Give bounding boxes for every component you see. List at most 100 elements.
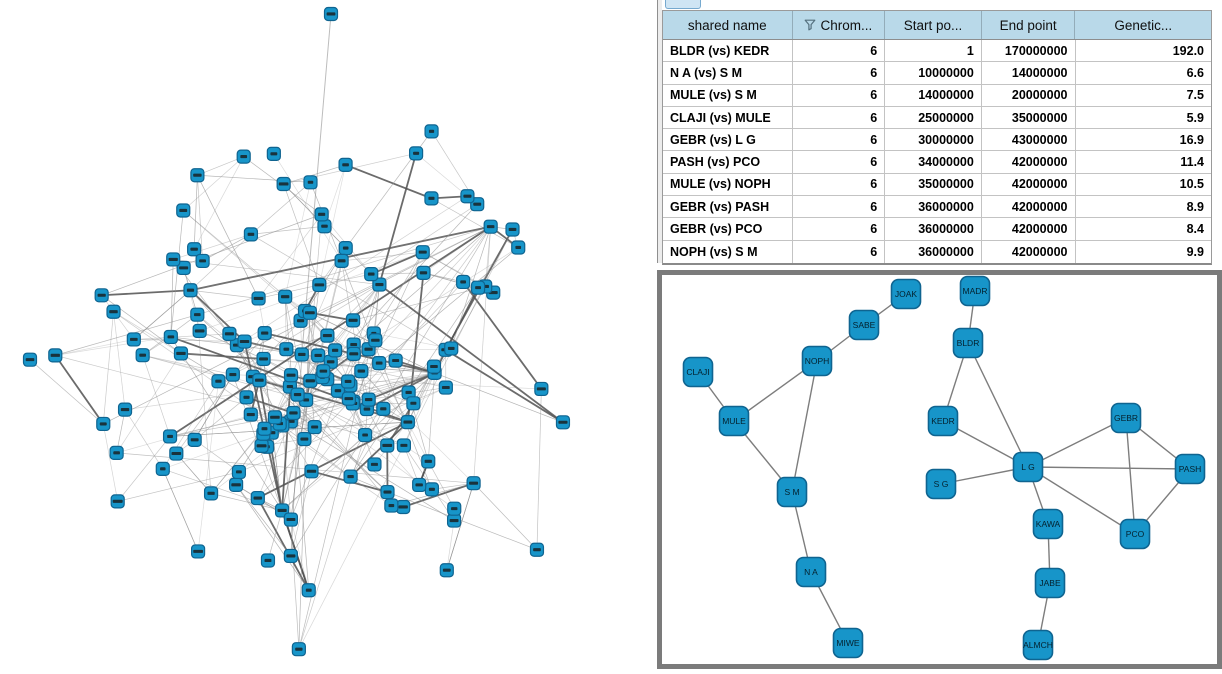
table-cell[interactable]: 16.9 <box>1076 129 1212 150</box>
main-network-canvas[interactable] <box>0 0 657 669</box>
network-node[interactable] <box>362 393 375 406</box>
network-node[interactable] <box>284 549 297 562</box>
network-node[interactable] <box>342 375 355 388</box>
table-cell[interactable]: 36000000 <box>885 218 982 239</box>
network-node[interactable] <box>167 253 180 266</box>
network-node[interactable]: MIWE <box>834 629 863 658</box>
network-edge[interactable] <box>251 226 325 234</box>
table-cell[interactable]: 10000000 <box>885 62 982 83</box>
table-cell[interactable]: GEBR (vs) PCO <box>663 218 793 239</box>
table-cell[interactable]: 7.5 <box>1076 85 1212 106</box>
network-edge[interactable] <box>286 349 335 350</box>
network-edge[interactable] <box>463 282 541 389</box>
table-cell[interactable]: NOPH (vs) S M <box>663 241 793 263</box>
network-node[interactable] <box>193 324 206 337</box>
column-header-end-point[interactable]: End point <box>982 11 1076 39</box>
network-node[interactable] <box>191 308 204 321</box>
network-node[interactable] <box>156 462 169 475</box>
network-node[interactable] <box>292 643 305 656</box>
network-edge[interactable] <box>118 472 239 501</box>
network-node[interactable] <box>413 478 426 491</box>
network-node[interactable] <box>445 342 458 355</box>
table-cell[interactable]: BLDR (vs) KEDR <box>663 40 793 61</box>
network-node[interactable] <box>329 344 342 357</box>
table-cell[interactable]: 6 <box>793 62 886 83</box>
hairball-network[interactable] <box>0 0 657 669</box>
network-node[interactable] <box>24 353 37 366</box>
network-node[interactable]: PCO <box>1121 520 1150 549</box>
network-node[interactable] <box>304 374 317 387</box>
network-edge[interactable] <box>259 214 322 298</box>
network-node[interactable] <box>427 360 440 373</box>
table-cell[interactable]: 6 <box>793 40 886 61</box>
network-node[interactable]: L G <box>1014 453 1043 482</box>
network-edge[interactable] <box>299 313 310 649</box>
network-node[interactable] <box>191 169 204 182</box>
network-node[interactable] <box>339 158 352 171</box>
table-cell[interactable]: 6 <box>793 85 886 106</box>
network-node[interactable] <box>377 402 390 415</box>
network-node[interactable] <box>397 501 410 514</box>
network-node[interactable] <box>389 354 402 367</box>
network-edge[interactable] <box>103 424 117 501</box>
table-cell[interactable]: 6 <box>793 151 886 172</box>
network-node[interactable] <box>368 458 381 471</box>
network-node[interactable] <box>416 246 429 259</box>
table-cell[interactable]: CLAJI (vs) MULE <box>663 107 793 128</box>
network-node[interactable] <box>119 403 132 416</box>
network-node[interactable] <box>252 292 265 305</box>
network-node[interactable] <box>448 514 461 527</box>
network-node[interactable] <box>530 543 543 556</box>
network-edge[interactable] <box>792 361 817 492</box>
network-edge[interactable] <box>190 290 258 298</box>
network-node[interactable] <box>302 584 315 597</box>
table-cell[interactable]: 11.4 <box>1076 151 1212 172</box>
network-node[interactable] <box>506 223 519 236</box>
network-node[interactable] <box>439 381 452 394</box>
network-edge[interactable] <box>1028 467 1190 469</box>
network-node[interactable] <box>287 406 300 419</box>
table-cell[interactable]: 6 <box>793 196 886 217</box>
network-node[interactable] <box>177 204 190 217</box>
network-node[interactable] <box>381 486 394 499</box>
network-edge[interactable] <box>102 214 322 295</box>
table-cell[interactable]: 42000000 <box>982 241 1076 263</box>
network-node[interactable]: BLDR <box>954 329 983 358</box>
network-edge[interactable] <box>371 252 423 274</box>
network-node[interactable] <box>251 492 264 505</box>
table-cell[interactable]: 34000000 <box>885 151 982 172</box>
network-node[interactable] <box>303 306 316 319</box>
column-header-chrom-[interactable]: Chrom... <box>793 11 886 39</box>
network-node[interactable] <box>425 125 438 138</box>
network-node[interactable] <box>422 455 435 468</box>
network-node[interactable] <box>347 314 360 327</box>
network-node[interactable] <box>295 348 308 361</box>
network-node[interactable] <box>237 150 250 163</box>
table-cell[interactable]: PASH (vs) PCO <box>663 151 793 172</box>
table-cell[interactable]: 8.4 <box>1076 218 1212 239</box>
network-edge[interactable] <box>55 339 134 355</box>
table-cell[interactable]: 36000000 <box>885 196 982 217</box>
column-header-start-po-[interactable]: Start po... <box>885 11 982 39</box>
network-edge[interactable] <box>183 157 243 211</box>
table-cell[interactable]: 35000000 <box>885 174 982 195</box>
network-node[interactable]: S M <box>778 478 807 507</box>
network-node[interactable] <box>385 499 398 512</box>
network-node[interactable] <box>318 220 331 233</box>
table-cell[interactable]: 25000000 <box>885 107 982 128</box>
network-node[interactable] <box>257 352 270 365</box>
network-node[interactable] <box>512 241 525 254</box>
network-edge[interactable] <box>435 373 563 422</box>
network-node[interactable] <box>440 564 453 577</box>
table-cell[interactable]: 42000000 <box>982 151 1076 172</box>
network-node[interactable] <box>369 334 382 347</box>
network-node[interactable] <box>308 421 321 434</box>
network-node[interactable] <box>321 329 334 342</box>
network-edge[interactable] <box>163 469 282 511</box>
network-node[interactable] <box>401 416 414 429</box>
network-node[interactable]: SABE <box>850 311 879 340</box>
network-node[interactable] <box>298 433 311 446</box>
